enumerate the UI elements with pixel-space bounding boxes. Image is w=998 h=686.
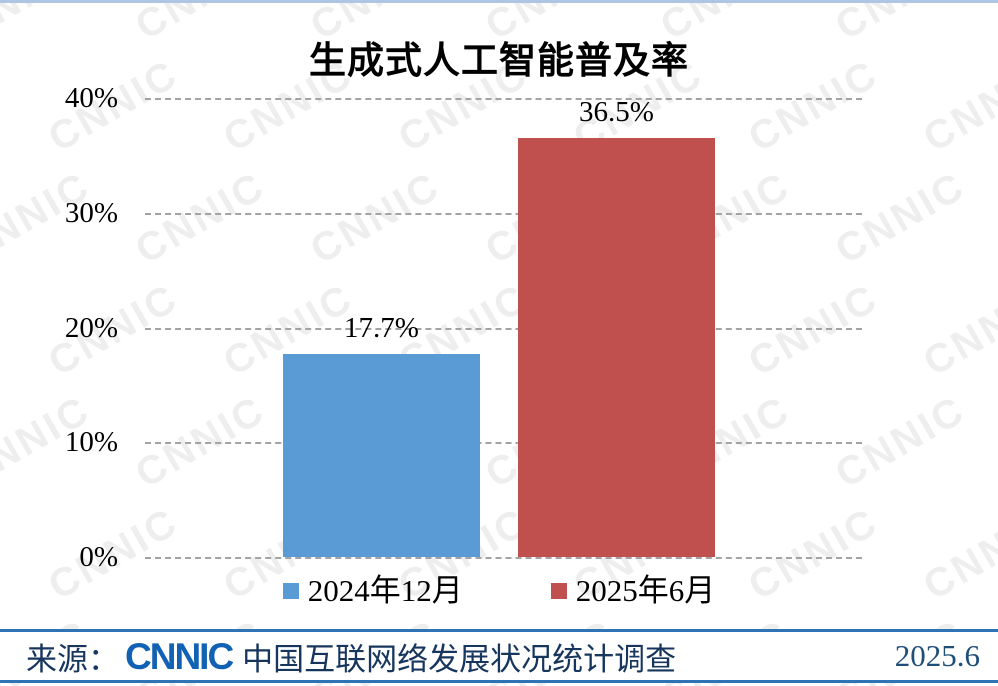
watermark-text: CNNIC <box>828 163 973 273</box>
gridline-30% <box>145 212 862 215</box>
footer: 来源： CNNIC 中国互联网络发展状况统计调查 2025.6 <box>0 629 998 683</box>
gridline-40% <box>145 98 862 100</box>
watermark-text: CNNIC <box>128 163 273 273</box>
watermark-text: CNNIC <box>303 163 448 273</box>
bar-value-label: 36.5% <box>579 96 654 129</box>
watermark-text: CNNIC <box>741 275 886 385</box>
bar-2024年12月 <box>283 353 480 557</box>
bar-value-label: 17.7% <box>344 311 419 344</box>
y-axis-tick-label: 40% <box>64 82 118 114</box>
legend-label: 2025年6月 <box>575 573 716 608</box>
source-prefix-label: 来源： <box>26 641 119 677</box>
top-border-rule <box>0 0 998 3</box>
chart-title: 生成式人工智能普及率 <box>309 41 689 82</box>
y-axis-tick-label: 10% <box>64 426 118 459</box>
legend: 2024年12月 2025年6月 <box>0 572 998 610</box>
legend-swatch-icon <box>550 583 567 599</box>
source-text: 中国互联网络发展状况统计调查 <box>242 641 677 677</box>
y-axis-tick-label: 20% <box>64 311 118 344</box>
bar-2025年6月 <box>518 138 715 557</box>
legend-swatch-icon <box>282 583 299 599</box>
report-date: 2025.6 <box>894 638 980 673</box>
y-axis-tick-label: 0% <box>79 541 118 573</box>
gridline-20% <box>145 327 862 330</box>
watermark-text: CNNIC <box>916 275 998 385</box>
gridline-0% <box>145 557 862 559</box>
cnnic-logo: CNNIC <box>125 635 234 677</box>
y-axis-tick-label: 30% <box>64 196 118 229</box>
legend-item-2024年12月: 2024年12月 <box>282 572 463 610</box>
legend-item-2025年6月: 2025年6月 <box>550 572 716 610</box>
legend-label: 2024年12月 <box>307 573 463 608</box>
gridline-10% <box>145 442 862 445</box>
